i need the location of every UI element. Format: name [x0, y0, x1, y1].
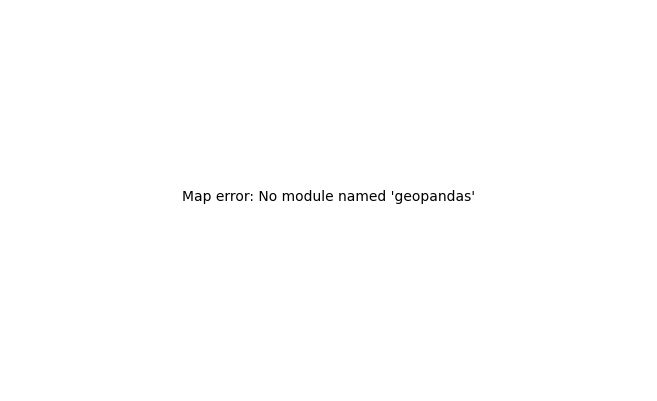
Text: Map error: No module named 'geopandas': Map error: No module named 'geopandas' [182, 190, 475, 203]
